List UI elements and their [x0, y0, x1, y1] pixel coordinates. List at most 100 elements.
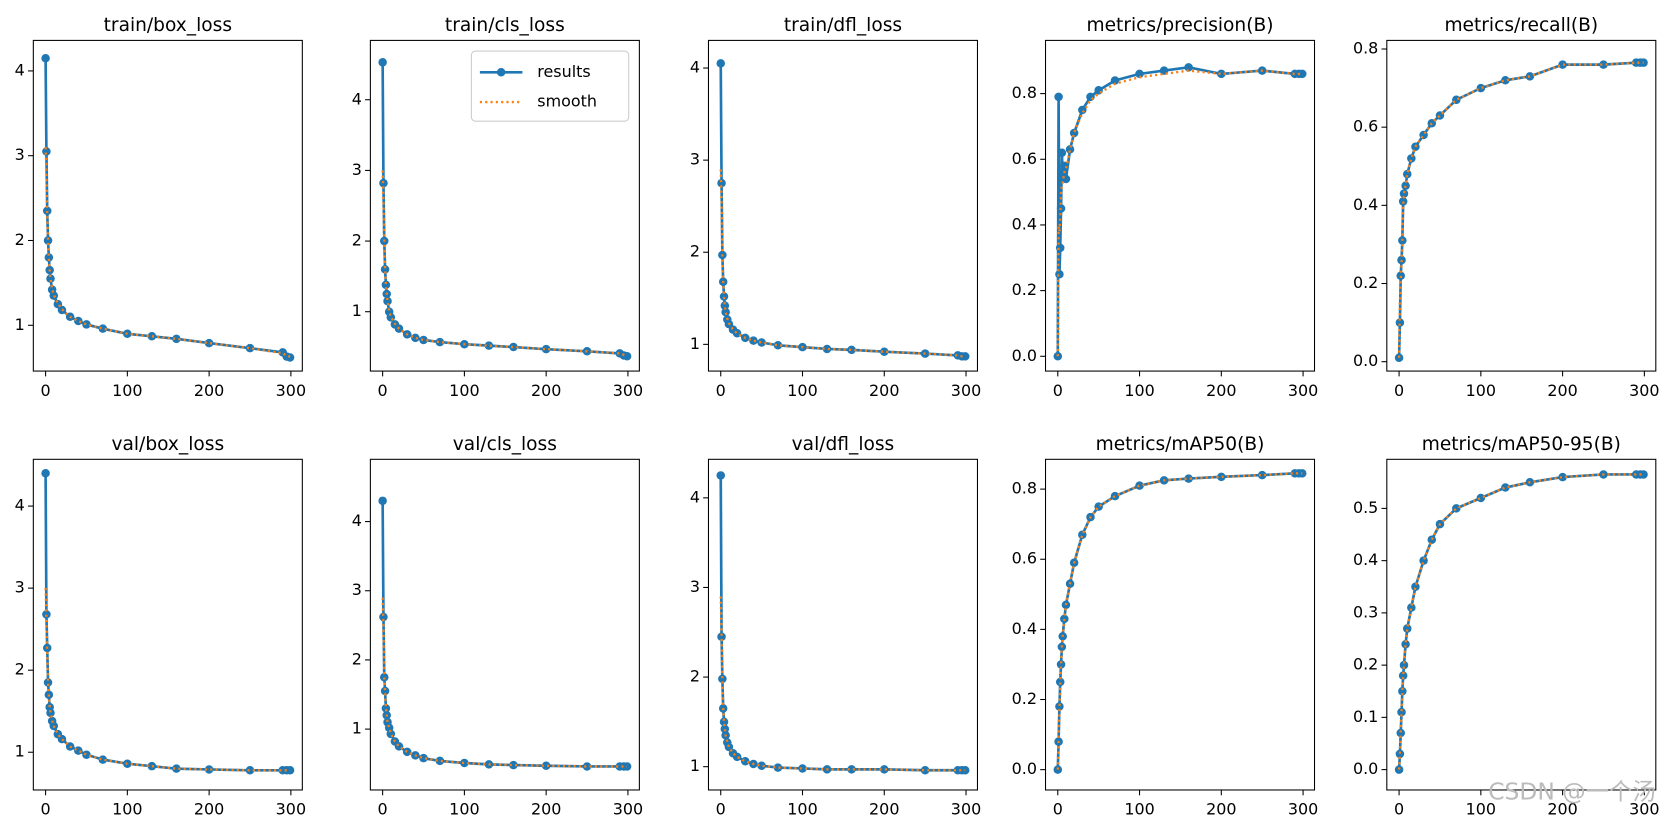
plot-frame — [707, 458, 979, 791]
y-tick-label: 0.5 — [1353, 498, 1378, 517]
results-marker — [411, 333, 420, 343]
results-marker — [1403, 624, 1412, 633]
results-marker — [46, 274, 55, 283]
x-tick-label: 100 — [112, 381, 142, 400]
results-marker — [245, 343, 255, 353]
x-tick-label: 100 — [449, 381, 479, 400]
x-tick-label: 0 — [41, 800, 51, 819]
results-marker — [757, 338, 766, 347]
chart-title: metrics/mAP50(B) — [1096, 434, 1265, 455]
results-marker — [1055, 702, 1064, 711]
x-tick-label: 300 — [951, 381, 981, 400]
smooth-line — [44, 588, 291, 772]
results-marker — [717, 178, 726, 188]
x-tick-label: 300 — [276, 800, 306, 819]
smooth-line — [44, 147, 291, 358]
results-line — [1397, 473, 1644, 770]
results-marker — [1419, 556, 1428, 565]
results-marker — [1399, 660, 1409, 670]
results-marker — [419, 335, 428, 345]
results-marker — [798, 764, 807, 773]
results-marker — [716, 471, 725, 480]
smooth-line — [1397, 473, 1644, 770]
results-marker — [82, 320, 91, 329]
plot-frame — [369, 458, 640, 791]
y-tick-label: 0.6 — [1353, 117, 1378, 136]
results-marker — [721, 307, 730, 317]
results-marker — [42, 147, 51, 156]
results-marker — [1558, 60, 1567, 69]
x-tick-label: 200 — [1206, 800, 1236, 819]
results-marker — [245, 766, 255, 775]
results-marker — [1411, 582, 1420, 592]
results-marker — [622, 351, 632, 361]
results-marker — [1452, 95, 1461, 105]
results-marker — [880, 347, 889, 356]
x-tick-label: 100 — [1124, 381, 1154, 400]
results-marker — [380, 672, 389, 682]
x-tick-label: 0 — [378, 800, 388, 819]
results-marker — [720, 724, 730, 734]
y-tick-label: 2 — [15, 660, 25, 679]
y-tick-label: 4 — [352, 89, 362, 108]
results-marker — [822, 344, 832, 354]
results-marker — [1501, 76, 1510, 85]
x-tick-label: 100 — [1466, 381, 1496, 400]
results-marker — [1407, 603, 1416, 612]
results-marker — [98, 324, 108, 333]
results-marker — [1135, 69, 1144, 79]
y-tick-label: 0.2 — [1353, 273, 1378, 292]
x-tick-label: 200 — [1547, 381, 1577, 400]
results-marker — [1403, 169, 1412, 179]
x-tick-label: 300 — [1629, 800, 1659, 819]
y-tick-label: 2 — [352, 649, 362, 668]
results-marker — [1397, 707, 1406, 717]
chart-title: val/box_loss — [111, 434, 224, 455]
y-tick-label: 3 — [352, 580, 362, 599]
results-marker — [1057, 148, 1067, 157]
results-marker — [172, 764, 181, 773]
x-tick-label: 300 — [613, 381, 643, 400]
x-tick-label: 200 — [194, 800, 224, 819]
results-marker — [460, 758, 469, 768]
results-marker — [1055, 243, 1065, 253]
results-marker — [435, 337, 445, 347]
x-tick-label: 100 — [1466, 800, 1496, 819]
y-tick-label: 0.0 — [1353, 759, 1378, 778]
x-tick-label: 100 — [112, 800, 142, 819]
results-marker — [1399, 189, 1409, 198]
results-marker — [1401, 639, 1410, 649]
y-tick-label: 0.4 — [1353, 550, 1378, 569]
chart-title: val/dfl_loss — [792, 434, 895, 455]
y-tick-label: 3 — [15, 578, 25, 597]
results-line — [719, 63, 966, 358]
plot-frame — [1386, 39, 1657, 372]
smooth-line — [381, 170, 628, 357]
results-marker — [41, 469, 50, 478]
x-tick-label: 0 — [41, 381, 51, 400]
results-marker — [582, 762, 592, 771]
results-marker — [42, 206, 52, 216]
smooth-line — [719, 169, 966, 358]
y-tick-label: 1 — [690, 756, 700, 775]
x-tick-label: 100 — [787, 381, 817, 400]
y-tick-label: 0.6 — [1012, 149, 1037, 168]
results-line — [381, 500, 628, 768]
y-tick-label: 0.3 — [1353, 602, 1378, 621]
y-tick-label: 0.4 — [1353, 195, 1378, 214]
results-marker — [1297, 69, 1307, 79]
results-marker — [773, 763, 783, 772]
y-tick-label: 0.2 — [1353, 655, 1378, 674]
y-tick-label: 2 — [690, 242, 700, 261]
results-marker — [757, 761, 766, 771]
y-tick-label: 0.8 — [1353, 39, 1378, 58]
results-marker — [1054, 92, 1063, 102]
results-marker — [1396, 728, 1405, 738]
plot-frame — [32, 458, 303, 791]
results-marker — [1419, 130, 1428, 140]
results-marker — [1065, 145, 1075, 154]
results-marker — [960, 352, 970, 361]
y-tick-label: 0.4 — [1012, 619, 1037, 638]
results-marker — [1055, 677, 1065, 687]
